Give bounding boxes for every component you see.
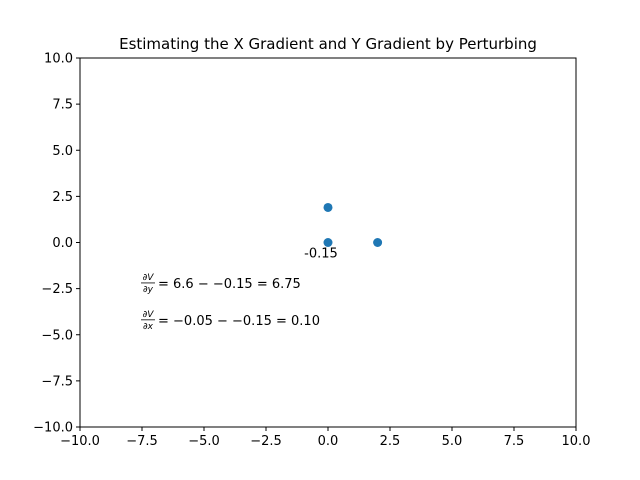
scatter-point: [323, 238, 333, 247]
y-tick-label: −5.0: [41, 328, 73, 343]
y-tick-label: 10.0: [44, 52, 73, 67]
y-tick-label: −7.5: [41, 374, 73, 389]
x-tick-label: −7.5: [126, 434, 158, 449]
fraction-numerator: ∂V: [143, 273, 155, 283]
data-points: [323, 202, 383, 247]
fraction-denominator: ∂x: [143, 322, 154, 332]
y-tick-label: −2.5: [41, 282, 73, 297]
fraction-numerator: ∂V: [143, 310, 155, 320]
x-tick-label: −5.0: [188, 434, 220, 449]
axis-ticks: −10.0 −7.5 −5.0 −2.5 0.0 2.5 5.0 7.5 10.0 10.0 7.5…: [33, 52, 590, 450]
fraction-denominator: ∂y: [143, 285, 154, 295]
y-tick-label: 0.0: [52, 236, 73, 251]
x-tick-label: −2.5: [250, 434, 282, 449]
x-tick-label: −10.0: [60, 434, 100, 449]
chart-title: Estimating the X Gradient and Y Gradient…: [119, 35, 537, 53]
y-tick-label: 2.5: [52, 190, 73, 205]
point-value-label: -0.15: [304, 247, 338, 262]
gradient-equation: = −0.05 − −0.15 = 0.10: [158, 314, 320, 329]
x-tick-label: 2.5: [380, 434, 401, 449]
gradient-equation: = 6.6 − −0.15 = 6.75: [158, 277, 301, 292]
x-tick-label: 7.5: [504, 434, 525, 449]
x-tick-label: 0.0: [318, 434, 339, 449]
scatter-point: [323, 202, 333, 212]
y-tick-label: −10.0: [33, 421, 73, 436]
gradient-annotation: ∂V ∂x = −0.05 − −0.15 = 0.10: [141, 310, 320, 332]
x-tick-label: 10.0: [562, 434, 591, 449]
gradient-annotation: ∂V ∂y = 6.6 − −0.15 = 6.75: [141, 273, 301, 295]
annotations: -0.15∂V∂y = 6.6 − −0.15 = 6.75∂V∂x = −0.05…: [141, 247, 338, 332]
scatter-point: [373, 238, 383, 247]
y-tick-label: 7.5: [52, 98, 73, 113]
y-tick-label: 5.0: [52, 144, 73, 159]
x-tick-label: 5.0: [442, 434, 463, 449]
